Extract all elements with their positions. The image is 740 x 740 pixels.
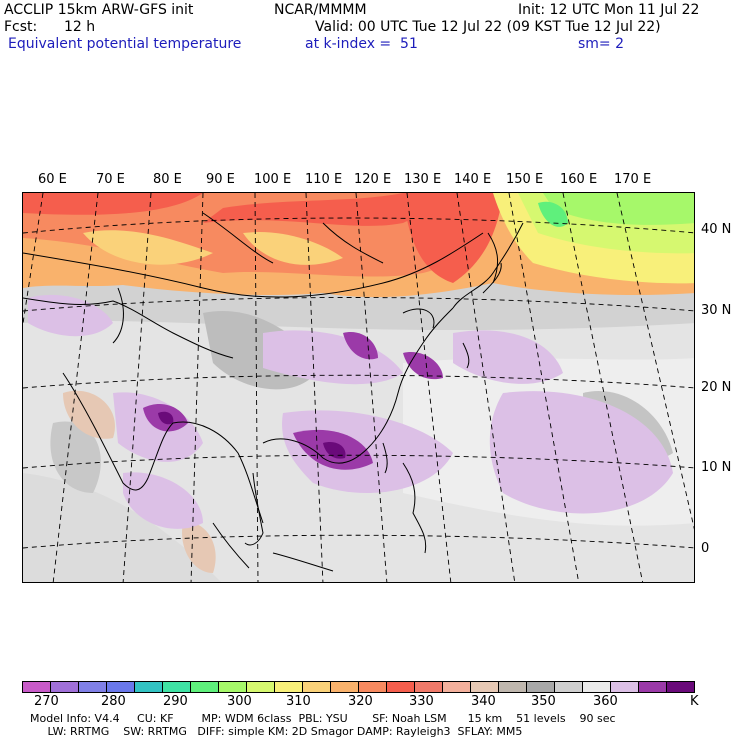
colorbar-swatch (527, 682, 555, 692)
colorbar-swatch (471, 682, 499, 692)
colorbar-swatch (51, 682, 79, 692)
colorbar-swatch (387, 682, 415, 692)
model-info: Model Info: V4.4 CU: KF MP: WDM 6class P… (30, 712, 616, 725)
colorbar-swatch (331, 682, 359, 692)
lon-label: 100 E (254, 172, 292, 187)
colorbar-swatch (219, 682, 247, 692)
colorbar-tick: 360 (593, 694, 618, 709)
valid-time: Valid: 00 UTC Tue 12 Jul 22 (09 KST Tue … (315, 19, 661, 35)
forecast-label: Fcst: (4, 19, 38, 35)
init-time: Init: 12 UTC Mon 11 Jul 22 (518, 2, 700, 18)
lat-label: 10 N (701, 460, 732, 475)
lon-label: 130 E (404, 172, 442, 187)
smoothing-label: sm= 2 (578, 36, 625, 52)
colorbar-swatch (611, 682, 639, 692)
lon-label: 110 E (305, 172, 343, 187)
colorbar-tick: 340 (471, 694, 496, 709)
colorbar-swatch (135, 682, 163, 692)
lon-label: 160 E (560, 172, 598, 187)
colorbar-swatch (667, 682, 694, 692)
colorbar (22, 681, 695, 693)
colorbar-swatch (247, 682, 275, 692)
theta-e-field (23, 193, 694, 582)
forecast-hours: 12 h (64, 19, 96, 35)
model-physics: LW: RRTMG SW: RRTMG DIFF: simple KM: 2D … (30, 725, 523, 738)
colorbar-tick: 300 (227, 694, 252, 709)
colorbar-swatch (555, 682, 583, 692)
lat-label: 40 N (701, 222, 732, 237)
center-label: NCAR/MMMM (274, 2, 367, 18)
field-name: Equivalent potential temperature (8, 36, 242, 52)
colorbar-swatch (639, 682, 667, 692)
colorbar-swatch (443, 682, 471, 692)
model-title: ACCLIP 15km ARW-GFS init (4, 2, 194, 18)
lon-label: 90 E (206, 172, 235, 187)
colorbar-swatch (191, 682, 219, 692)
colorbar-swatch (275, 682, 303, 692)
colorbar-swatch (499, 682, 527, 692)
lon-label: 70 E (96, 172, 125, 187)
colorbar-swatch (303, 682, 331, 692)
colorbar-swatch (163, 682, 191, 692)
colorbar-tick: 330 (409, 694, 434, 709)
colorbar-tick: 290 (163, 694, 188, 709)
lat-label: 30 N (701, 303, 732, 318)
lon-label: 60 E (38, 172, 67, 187)
lon-label: 170 E (614, 172, 652, 187)
colorbar-unit: K (690, 694, 699, 709)
lon-label: 140 E (454, 172, 492, 187)
colorbar-swatch (359, 682, 387, 692)
colorbar-swatch (107, 682, 135, 692)
colorbar-tick: 350 (531, 694, 556, 709)
colorbar-tick: 280 (101, 694, 126, 709)
lat-label: 0 (701, 541, 710, 556)
lon-label: 80 E (153, 172, 182, 187)
lon-label: 120 E (354, 172, 392, 187)
colorbar-tick: 270 (34, 694, 59, 709)
lat-label: 20 N (701, 380, 732, 395)
lon-label: 150 E (506, 172, 544, 187)
colorbar-swatch (583, 682, 611, 692)
level-label: at k-index = 51 (305, 36, 418, 52)
colorbar-tick: 320 (348, 694, 373, 709)
colorbar-swatch (23, 682, 51, 692)
colorbar-swatch (415, 682, 443, 692)
colorbar-swatch (79, 682, 107, 692)
colorbar-tick: 310 (286, 694, 311, 709)
map-panel[interactable] (22, 192, 695, 583)
